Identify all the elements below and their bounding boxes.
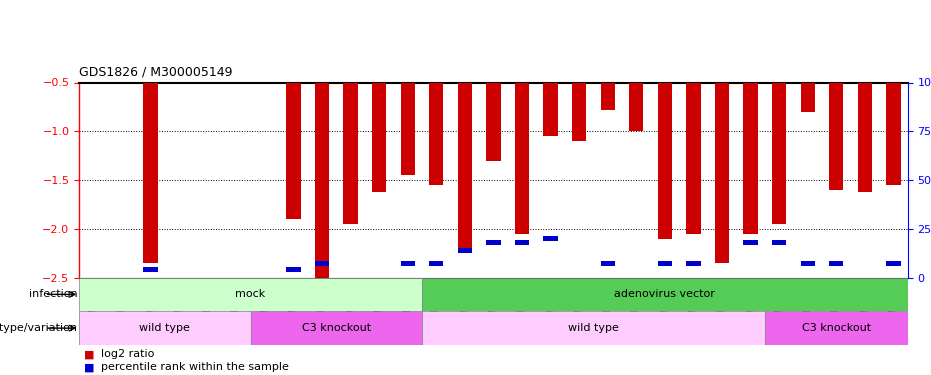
Text: adenovirus vector: adenovirus vector <box>614 290 715 299</box>
Text: ■: ■ <box>84 362 94 372</box>
Text: log2 ratio: log2 ratio <box>101 349 154 359</box>
Bar <box>458 248 472 253</box>
Bar <box>544 236 558 241</box>
Text: percentile rank within the sample: percentile rank within the sample <box>101 362 289 372</box>
Bar <box>458 82 472 253</box>
Bar <box>657 261 672 266</box>
Text: ■: ■ <box>84 349 94 359</box>
Bar <box>801 82 815 112</box>
Bar <box>429 261 443 266</box>
Bar <box>772 82 787 224</box>
Bar <box>686 261 700 266</box>
Bar <box>344 82 358 224</box>
Bar <box>143 82 157 263</box>
Bar <box>315 82 330 278</box>
Bar <box>515 240 529 245</box>
Bar <box>143 267 157 272</box>
Bar <box>886 82 900 185</box>
Bar <box>486 82 501 160</box>
Bar <box>686 82 700 234</box>
Bar <box>79 278 422 311</box>
Bar <box>600 261 614 266</box>
Bar <box>765 311 908 345</box>
Bar <box>830 82 843 190</box>
Bar <box>422 311 765 345</box>
Bar <box>400 82 415 175</box>
Bar <box>772 240 787 245</box>
Text: genotype/variation: genotype/variation <box>0 323 77 333</box>
Bar <box>79 311 250 345</box>
Text: GDS1826 / M300005149: GDS1826 / M300005149 <box>79 66 233 79</box>
Bar <box>830 261 843 266</box>
Text: wild type: wild type <box>140 323 190 333</box>
Bar <box>422 278 908 311</box>
Bar <box>744 82 758 234</box>
Bar <box>315 261 330 266</box>
Bar <box>250 311 422 345</box>
Text: C3 knockout: C3 knockout <box>802 323 870 333</box>
Bar <box>715 82 729 263</box>
Bar <box>744 240 758 245</box>
Text: infection: infection <box>29 290 77 299</box>
Bar <box>801 261 815 266</box>
Bar <box>400 261 415 266</box>
Bar <box>657 82 672 238</box>
Bar <box>486 240 501 245</box>
Bar <box>372 82 386 192</box>
Text: mock: mock <box>236 290 265 299</box>
Text: C3 knockout: C3 knockout <box>302 323 371 333</box>
Bar <box>429 82 443 185</box>
Bar <box>515 82 529 234</box>
Bar <box>600 82 614 110</box>
Bar <box>857 82 872 192</box>
Bar <box>572 82 587 141</box>
Text: wild type: wild type <box>568 323 619 333</box>
Bar <box>287 82 301 219</box>
Bar <box>544 82 558 136</box>
Bar <box>629 82 643 131</box>
Bar <box>287 267 301 272</box>
Bar <box>886 261 900 266</box>
